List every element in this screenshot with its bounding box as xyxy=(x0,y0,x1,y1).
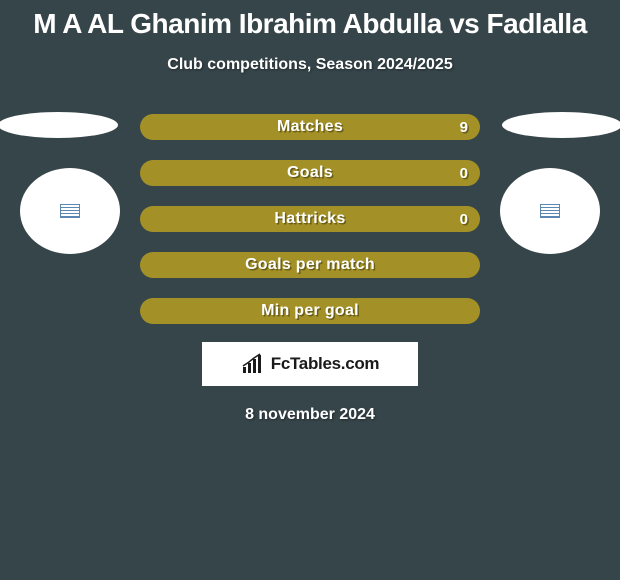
bar-chart-icon xyxy=(241,353,267,375)
page-title: M A AL Ghanim Ibrahim Abdulla vs Fadlall… xyxy=(0,0,620,40)
brand-badge: FcTables.com xyxy=(202,342,418,386)
comparison-region: Matches 9 Goals 0 Hattricks 0 Goals per … xyxy=(0,114,620,424)
player-left-avatar xyxy=(20,168,120,254)
stat-bar-goals-per-match: Goals per match xyxy=(140,252,480,278)
brand-text: FcTables.com xyxy=(271,354,380,374)
stat-bar-min-per-goal: Min per goal xyxy=(140,298,480,324)
stat-label: Matches xyxy=(277,118,343,136)
placeholder-image-icon xyxy=(60,204,80,218)
stat-right-value: 0 xyxy=(460,211,468,228)
stat-right-value: 0 xyxy=(460,165,468,182)
stat-label: Goals xyxy=(287,164,333,182)
stat-bar-matches: Matches 9 xyxy=(140,114,480,140)
stat-right-value: 9 xyxy=(460,119,468,136)
page-subtitle: Club competitions, Season 2024/2025 xyxy=(0,56,620,74)
placeholder-image-icon xyxy=(540,204,560,218)
stat-label: Min per goal xyxy=(261,302,359,320)
stat-bar-hattricks: Hattricks 0 xyxy=(140,206,480,232)
player-left-ellipse xyxy=(0,112,118,138)
stat-bars: Matches 9 Goals 0 Hattricks 0 Goals per … xyxy=(140,114,480,324)
player-right-ellipse xyxy=(502,112,620,138)
player-right-avatar xyxy=(500,168,600,254)
stat-bar-goals: Goals 0 xyxy=(140,160,480,186)
date-text: 8 november 2024 xyxy=(0,406,620,424)
stat-label: Goals per match xyxy=(245,256,375,274)
stat-label: Hattricks xyxy=(274,210,345,228)
